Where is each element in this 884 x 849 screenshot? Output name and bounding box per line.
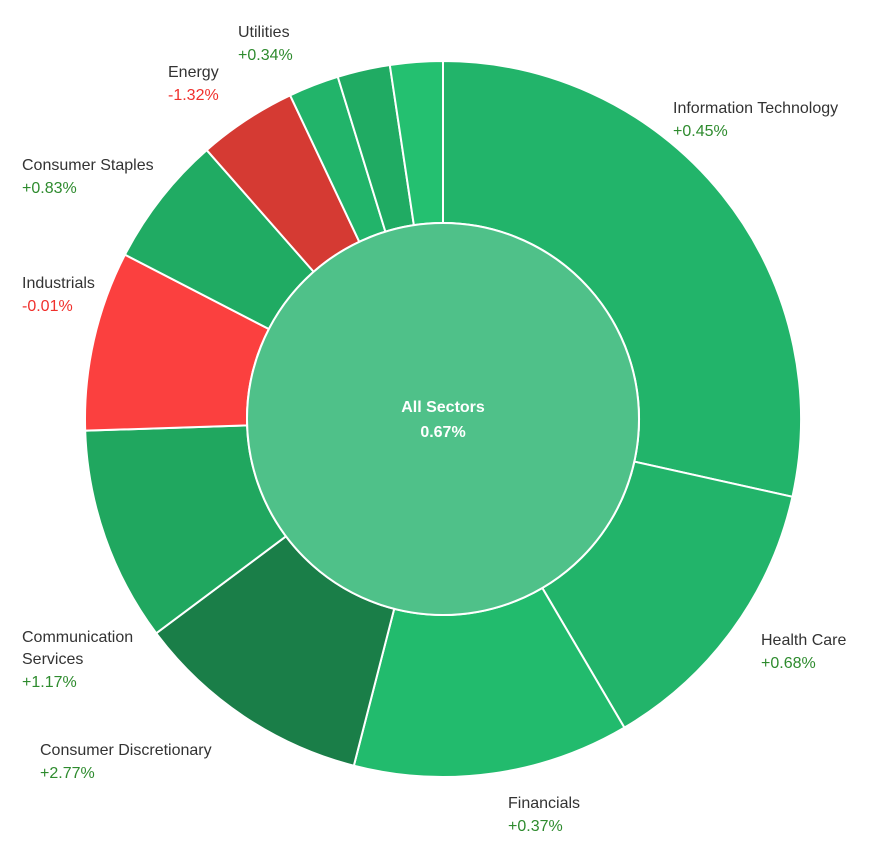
sector-slices	[84, 59, 803, 778]
label-change-utilities: +0.34%	[238, 47, 293, 64]
label-name-communication-services-line2: Services	[22, 651, 83, 668]
label-change-financials: +0.37%	[508, 818, 563, 835]
label-name-energy: Energy	[168, 64, 219, 81]
label-name-industrials: Industrials	[22, 275, 95, 292]
label-name-information-technology: Information Technology	[673, 100, 838, 117]
label-name-financials: Financials	[508, 795, 580, 812]
label-change-communication-services: +1.17%	[22, 674, 77, 691]
label-change-information-technology: +0.45%	[673, 123, 728, 140]
label-name-communication-services: Communication Services	[22, 629, 138, 668]
center-label: All Sectors	[401, 399, 485, 416]
label-name-utilities: Utilities	[238, 24, 290, 41]
label-change-consumer-discretionary: +2.77%	[40, 765, 95, 782]
label-change-health-care: +0.68%	[761, 655, 816, 672]
label-change-industrials: -0.01%	[22, 298, 73, 315]
center-disc[interactable]	[246, 222, 640, 616]
label-name-communication-services-line1: Communication	[22, 629, 133, 646]
label-change-energy: -1.32%	[168, 87, 219, 104]
label-name-consumer-discretionary: Consumer Discretionary	[40, 742, 212, 759]
label-name-health-care: Health Care	[761, 632, 846, 649]
center-value: 0.67%	[420, 424, 465, 441]
label-change-consumer-staples: +0.83%	[22, 180, 77, 197]
label-name-consumer-staples: Consumer Staples	[22, 157, 154, 174]
